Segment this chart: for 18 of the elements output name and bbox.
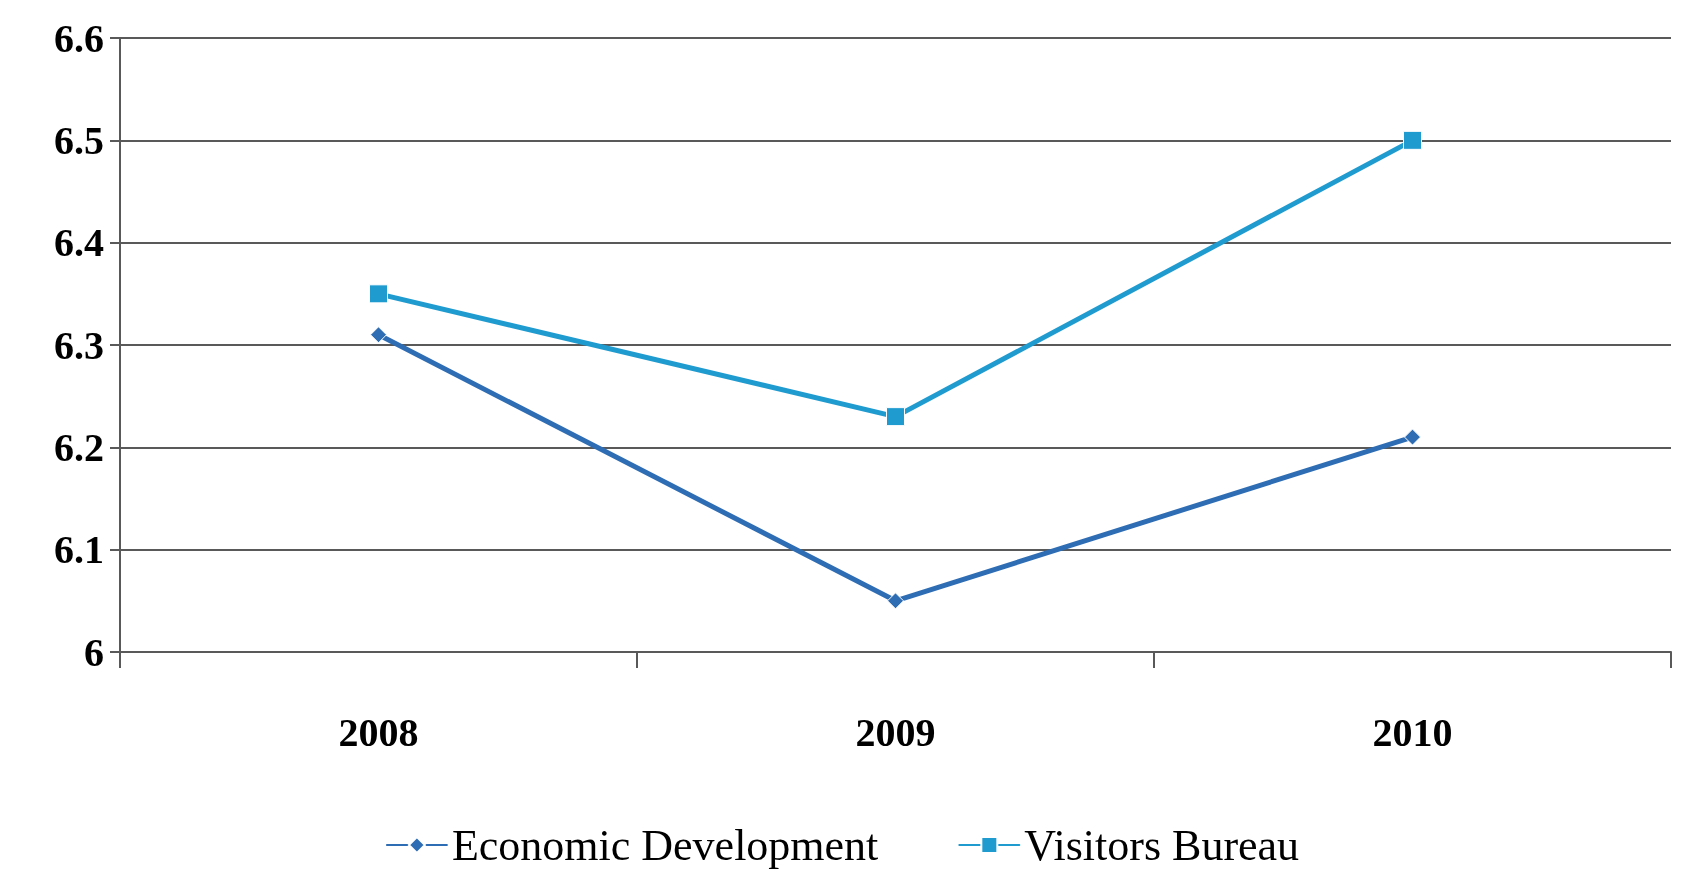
y-tick-label: 6.1 (54, 527, 104, 573)
y-tick-label: 6 (84, 629, 104, 675)
point (369, 284, 388, 304)
point (1404, 428, 1421, 446)
y-tick-label: 6.3 (54, 322, 104, 368)
x-tick-label: 2009 (855, 709, 936, 755)
y-tick-label: 6.2 (54, 424, 104, 470)
legend-label: Economic Development (451, 820, 879, 870)
point (370, 326, 387, 344)
y-tick-label: 6.5 (54, 117, 104, 163)
legend-label: Visitors Bureau (1024, 820, 1300, 870)
point (886, 407, 905, 427)
x-tick-label: 2008 (338, 709, 419, 755)
point (887, 592, 904, 610)
point (1403, 130, 1422, 150)
y-tick-label: 6.6 (54, 15, 104, 61)
x-tick-label: 2010 (1372, 709, 1453, 755)
y-tick-label: 6.4 (54, 220, 104, 266)
